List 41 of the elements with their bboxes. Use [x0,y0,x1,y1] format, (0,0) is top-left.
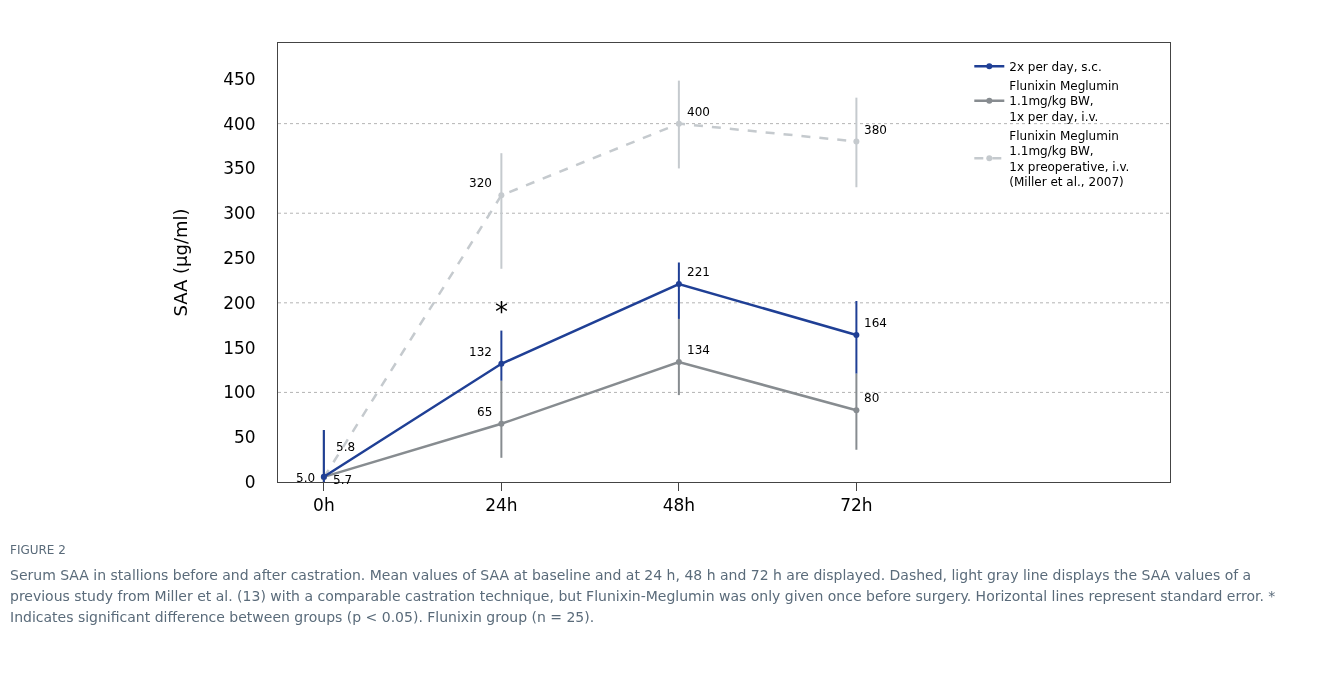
data-label: 5.8 [336,440,356,454]
point [853,138,860,145]
legend-label: 2x per day, s.c. [1009,59,1102,74]
point [675,281,682,287]
y-tick-label: 200 [223,292,256,313]
data-label: 80 [864,391,880,405]
y-tick-label: 250 [223,247,256,268]
y-tick-label: 350 [223,158,256,179]
x-tick-label: 48h [662,495,696,516]
data-label: 221 [687,265,710,279]
data-label: 5.0 [296,471,316,485]
point [498,192,505,199]
point [853,332,860,339]
point [675,358,682,365]
y-tick-label: 150 [223,337,256,358]
text: FIGURE 2 [10,542,67,559]
y-tick-label: 100 [223,382,256,403]
y-tick-label: 400 [223,113,256,134]
legend-label: Flunixin Meglumin 1.1mg/kg BW, 1x preoperative, i.v. (Miller et al., 2007) [1009,128,1130,190]
annotation: * [495,297,508,327]
data-label: 132 [469,345,492,359]
y-tick-label: 0 [244,471,256,492]
x-tick-label: 72h [840,495,873,516]
data-label: 134 [687,343,710,357]
data-label: 65 [477,405,493,419]
point [498,420,505,427]
data-label: 320 [469,176,492,190]
y-axis-title: SAA (µg/ml) [170,208,192,317]
text: Serum SAA in stallions before and after castration. Mean values of SAA at baseline and at 24 h, 48 h and 72 h are displayed. Dashed, light gray line displays the SAA values of a previous study from Miller et al. (13) with a comparable castration technique, but Flunixin-Meglumin was only given once before surgery. Horizontal lines represent standard error. * Indicates significant difference between groups (p < 0.05). Flunixin group (n = 25). [10,566,1277,627]
data-label: 400 [687,105,710,119]
point [853,407,860,414]
x-tick-label: 24h [485,495,518,516]
data-label: 380 [864,123,887,137]
x-tick-label: 0h [313,495,335,516]
y-tick-label: 450 [223,68,256,89]
point [675,120,682,127]
legend-label: Flunixin Meglumin 1.1mg/kg BW, 1x per day, i.v. [1009,78,1119,124]
data-label: 164 [864,316,887,330]
point [498,360,505,367]
y-tick-label: 300 [223,203,256,224]
y-tick-label: 50 [233,427,256,448]
